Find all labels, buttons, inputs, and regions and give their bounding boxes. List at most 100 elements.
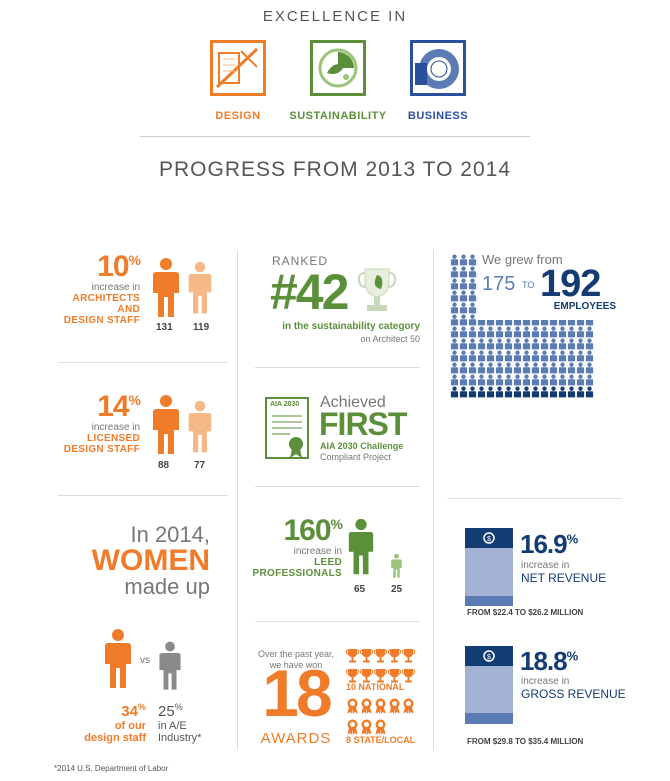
employee-icon — [459, 314, 468, 326]
employee-icon — [531, 386, 540, 398]
employee-icon — [522, 386, 531, 398]
employee-icon — [531, 374, 540, 386]
employee-icon — [585, 374, 594, 386]
net-line1: increase in — [521, 560, 570, 571]
leaf-globe-icon — [310, 40, 366, 96]
employee-icon — [468, 386, 477, 398]
awards-intro2: we have won — [269, 660, 323, 670]
row-divider — [447, 498, 622, 499]
employee-icon — [567, 374, 576, 386]
employee-icon — [504, 374, 513, 386]
employee-icon — [513, 374, 522, 386]
architects-stat: 10% increase in ARCHITECTS AND DESIGN ST… — [56, 250, 141, 326]
employee-icon — [459, 302, 468, 314]
employee-icon — [450, 278, 459, 290]
trophy-icon — [345, 649, 360, 663]
employee-icon — [549, 362, 558, 374]
ribbon-icon — [375, 719, 386, 735]
employee-icon — [540, 362, 549, 374]
women-our-line1: of our — [114, 720, 146, 732]
employee-icon — [540, 350, 549, 362]
employee-icon — [558, 386, 567, 398]
employee-icon — [567, 326, 576, 338]
employee-icon — [513, 350, 522, 362]
trophy-icon — [359, 649, 374, 663]
women-industry-line1: in A/E — [158, 720, 187, 732]
employee-icon — [558, 338, 567, 350]
net-revenue-fill — [465, 596, 513, 606]
net-revenue-graphic: $ — [465, 528, 513, 611]
awards-number: 18 — [262, 656, 332, 730]
employee-icon — [549, 350, 558, 362]
licensed-new-count: 88 — [158, 460, 170, 471]
pillar-sustainability: SUSTAINABILITY — [288, 40, 388, 122]
header-title: EXCELLENCE IN — [262, 8, 408, 25]
architects-percent: 10% — [97, 250, 141, 283]
women-line2: WOMEN — [91, 544, 210, 577]
women-our-stat: 34% of our design staff — [74, 702, 146, 744]
column-divider-left — [237, 250, 238, 750]
employee-icon — [459, 338, 468, 350]
employee-icon — [540, 338, 549, 350]
employee-icon — [576, 326, 585, 338]
person-icon — [153, 258, 179, 317]
national-trophies — [345, 648, 416, 688]
women-line1: In 2014, — [130, 522, 210, 547]
gross-line2: GROSS REVENUE — [521, 687, 626, 701]
row-divider — [255, 486, 420, 487]
employee-icon — [486, 350, 495, 362]
employee-icon — [504, 386, 513, 398]
employee-icon — [459, 290, 468, 302]
employee-icon — [522, 326, 531, 338]
employee-icon — [576, 350, 585, 362]
employee-icon — [513, 362, 522, 374]
ribbon-icon — [361, 719, 372, 735]
ribbon-icon — [375, 698, 386, 714]
employees-to: 192 — [540, 263, 601, 305]
employee-icon — [459, 326, 468, 338]
svg-text:$: $ — [487, 536, 491, 543]
woman-icon — [105, 629, 131, 688]
employee-icon — [468, 350, 477, 362]
licensed-old-count: 77 — [194, 460, 206, 471]
footnote: *2014 U.S. Department of Labor — [54, 764, 169, 773]
leed-line3: PROFESSIONALS — [252, 568, 342, 579]
ribbon-icon — [403, 698, 414, 714]
aia-achieved: Achieved — [320, 394, 386, 411]
net-range: FROM $22.4 TO $26.2 MILLION — [467, 608, 584, 617]
employee-icon — [504, 326, 513, 338]
pillar-label-sustainability: SUSTAINABILITY — [289, 110, 387, 122]
trophy-icon — [387, 649, 402, 663]
leed-percent: 160% — [283, 514, 343, 547]
awards-intro1: Over the past year, — [257, 649, 335, 659]
employee-icon — [468, 302, 477, 314]
employee-icon — [468, 254, 477, 266]
employee-icon — [549, 338, 558, 350]
leed-line1: increase in — [293, 546, 342, 557]
employee-icon — [504, 338, 513, 350]
employee-icon — [549, 386, 558, 398]
employee-icon — [576, 386, 585, 398]
employee-icon — [522, 338, 531, 350]
employee-icon — [450, 254, 459, 266]
employee-icon — [558, 326, 567, 338]
employee-icon — [531, 362, 540, 374]
employee-icon — [513, 338, 522, 350]
employees-intro: We grew from — [482, 252, 563, 267]
employee-icon — [522, 374, 531, 386]
aia-line2: Compliant Project — [320, 452, 392, 462]
employee-icon — [558, 350, 567, 362]
employee-icon — [549, 374, 558, 386]
employee-icon — [567, 350, 576, 362]
trophy-icon — [373, 649, 388, 663]
employee-icon — [459, 386, 468, 398]
ribbon-icon — [347, 719, 358, 735]
employee-icon — [585, 338, 594, 350]
employee-icon — [468, 314, 477, 326]
design-icon — [210, 40, 266, 96]
employee-icon — [531, 350, 540, 362]
trophy-icon — [357, 268, 397, 311]
employee-icon — [522, 350, 531, 362]
employee-icon — [540, 386, 549, 398]
employee-icon — [576, 374, 585, 386]
